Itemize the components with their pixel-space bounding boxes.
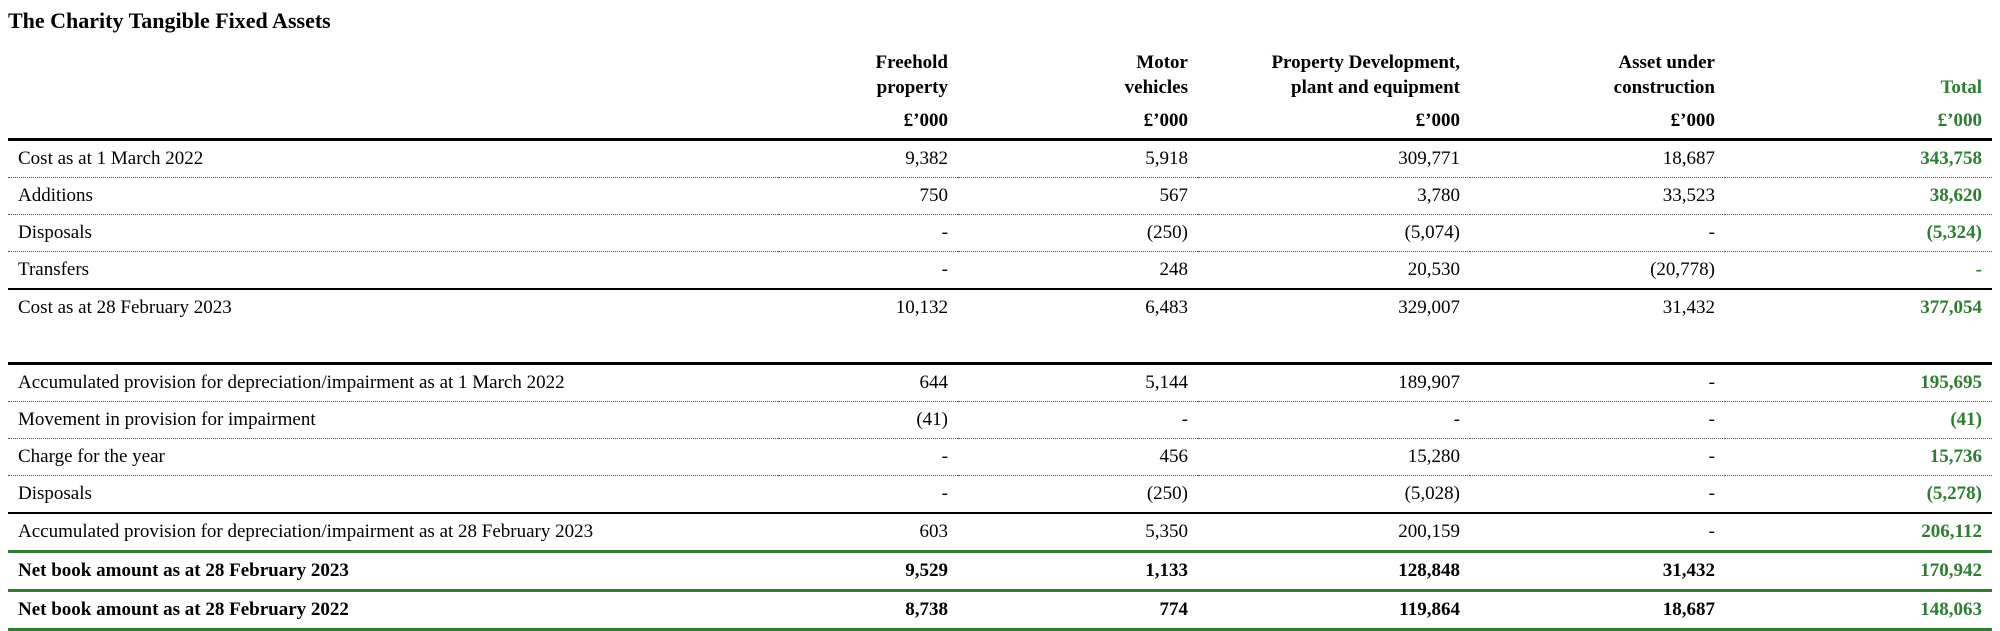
table-row-transfers: Transfers - 248 20,530 (20,778) - — [8, 251, 1992, 290]
column-header-freehold-property: Freehold property — [875, 52, 948, 98]
unit-label: £’000 — [1198, 102, 1470, 141]
unit-label: £’000 — [1725, 102, 1992, 141]
units-row: £’000 £’000 £’000 £’000 £’000 — [8, 102, 1992, 141]
table-row-cost-opening: Cost as at 1 March 2022 9,382 5,918 309,… — [8, 139, 1992, 178]
column-header-motor-vehicles: Motor vehicles — [1124, 52, 1188, 98]
spacer-row — [8, 326, 1992, 365]
unit-label: £’000 — [958, 102, 1198, 141]
table-row-cost-closing: Cost as at 28 February 2023 10,132 6,483… — [18, 297, 1982, 318]
table-row-provision-closing: Accumulated provision for depreciation/i… — [8, 513, 1992, 553]
table-row-additions: Additions 750 567 3,780 33,523 38,620 — [8, 177, 1992, 215]
column-header-row: Freehold property Motor vehicles Property … — [8, 46, 1992, 102]
unit-label: £’000 — [1470, 102, 1725, 141]
table-row-disposals-provision: Disposals - (250) (5,028) - (5,278) — [8, 475, 1992, 514]
label-column-header — [8, 46, 778, 102]
table-row-impairment-movement: Movement in provision for impairment (41… — [8, 401, 1992, 439]
column-header-total: Total — [1940, 77, 1982, 98]
table-title: The Charity Tangible Fixed Assets — [8, 8, 331, 33]
table-row-nbv-2022: Net book amount as at 28 February 2022 8… — [8, 590, 1992, 631]
column-header-asset-under-construction: Asset under construction — [1613, 52, 1715, 98]
fixed-assets-table: Freehold property Motor vehicles Property … — [8, 46, 1992, 631]
table-row-charge-for-year: Charge for the year - 456 15,280 - 15,73… — [8, 438, 1992, 476]
unit-label: £’000 — [778, 102, 958, 141]
table-row-provision-opening: Accumulated provision for depreciation/i… — [8, 363, 1992, 402]
column-header-property-development: Property Development, plant and equipment — [1271, 52, 1460, 98]
table-row-nbv-2023: Net book amount as at 28 February 2023 9… — [8, 551, 1992, 592]
table-row-disposals-cost: Disposals - (250) (5,074) - (5,324) — [8, 214, 1992, 252]
